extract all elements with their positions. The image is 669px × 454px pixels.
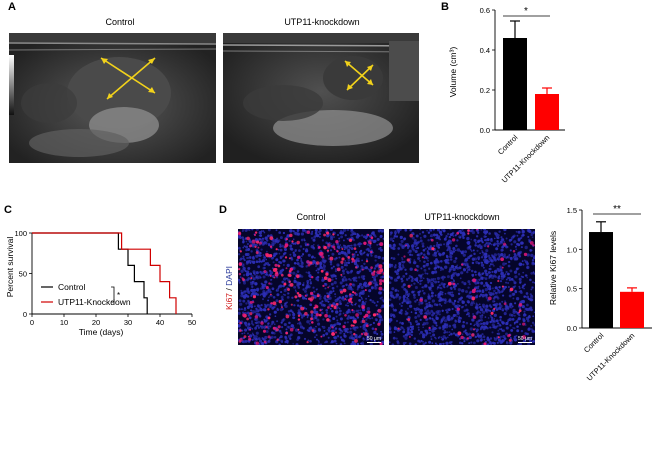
survival-x-tick-label: 20 [92,318,100,327]
survival-line-1 [32,232,177,314]
survival-line-0 [32,232,148,314]
volume-y-axis-label: Volume (cm³) [448,47,458,98]
ki67-control-micrograph: 50 μm [238,229,384,345]
volume-y-tick-label: 0.4 [480,46,490,55]
volume-y-tick-label: 0.0 [480,126,490,135]
survival-x-tick-label: 30 [124,318,132,327]
volume-y-tick-label: 0.6 [480,6,490,15]
scale-bar-knockdown: 50 μm [518,336,532,343]
survival-x-tick-label: 50 [188,318,196,327]
ki67-bar-0 [589,232,613,328]
ki67-y-tick-label: 1.5 [567,206,577,215]
ki67-category-label-0: Control [582,331,606,355]
ki67-knockdown-micrograph: 50 μm [389,229,535,345]
ultrasound-knockdown-image [223,33,419,163]
volume-category-label-0: Control [496,133,520,157]
panel-letter-a: A [8,1,16,13]
volume-bar-1 [535,94,559,130]
stain-legend: Ki67 / DAPI [224,266,234,310]
stain-separator: / [224,285,234,293]
ki67-y-tick-label: 0.0 [567,324,577,333]
legend-control-label: Control [58,282,86,292]
ultrasound-control-label: Control [105,17,135,27]
panel-letter-b: B [441,1,449,13]
ki67-knockdown-label: UTP11-knockdown [424,212,500,222]
stain-ki67-label: Ki67 [224,292,234,310]
survival-significance-star: * [117,291,120,300]
ki67-y-tick-label: 0.5 [567,285,577,294]
survival-x-tick-label: 0 [30,318,34,327]
survival-x-tick-label: 40 [156,318,164,327]
survival-x-tick-label: 10 [60,318,68,327]
ki67-y-axis-label: Relative Ki67 levels [548,231,558,305]
ultrasound-knockdown-label: UTP11-knockdown [284,17,360,27]
ki67-significance-stars: ** [613,204,621,215]
scale-bar-control: 50 μm [367,336,381,343]
survival-y-tick-label: 50 [19,270,27,279]
ki67-y-tick-label: 1.0 [567,245,577,254]
volume-significance-star: * [524,6,528,17]
ultrasound-control-image [9,33,216,163]
volume-bar-chart: Volume (cm³) 0.00.20.40.6 ControlUTP11-K… [448,6,565,185]
survival-significance-bracket [111,286,115,303]
volume-bar-0 [503,38,527,130]
survival-y-tick-label: 100 [14,229,27,238]
panel-letter-d: D [219,204,227,216]
ki67-control-label: Control [296,212,326,222]
ki67-bar-chart: Relative Ki67 levels 0.0 0.5 1.0 1.5 Contro… [548,204,652,383]
volume-y-tick-label: 0.2 [480,86,490,95]
ki67-bar-1 [620,291,644,328]
survival-y-tick-label: 0 [23,310,27,319]
survival-legend: Control UTP11-Knockdown [41,282,131,307]
legend-knockdown-label: UTP11-Knockdown [58,297,131,307]
survival-y-axis-label: Percent survival [5,237,15,298]
stain-dapi-label: DAPI [224,266,234,286]
survival-x-axis-label: Time (days) [79,327,124,337]
survival-curve-chart: Percent survival Time (days) 0 10 20 30 40 50… [5,229,196,337]
panel-letter-c: C [4,204,12,216]
